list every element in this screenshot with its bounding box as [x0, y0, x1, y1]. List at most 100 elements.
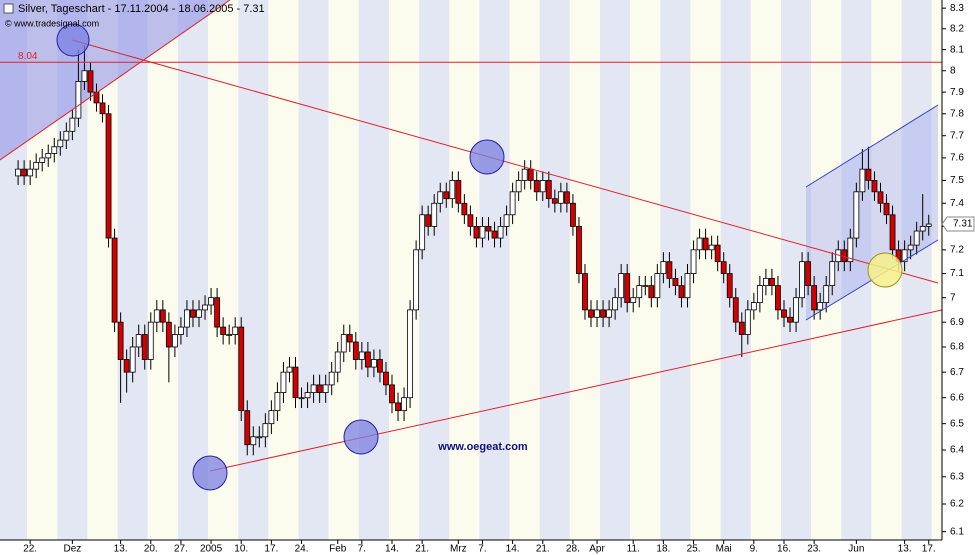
candle-body	[588, 309, 594, 318]
y-tick-label: 6.6	[950, 392, 964, 403]
candle-body	[666, 261, 673, 279]
chart-title: Silver, Tageschart - 17.11.2004 - 18.06.…	[18, 3, 265, 15]
x-tick-label: Jun	[848, 544, 864, 555]
candle-body	[871, 180, 878, 193]
week-stripe	[600, 0, 631, 540]
candle-body	[684, 273, 691, 299]
candle-body	[437, 191, 444, 204]
candle-body	[69, 117, 76, 132]
candle-body	[111, 237, 118, 323]
candle-body	[732, 297, 739, 323]
candle-body	[401, 397, 407, 412]
candle-body	[817, 302, 824, 311]
week-stripe	[177, 0, 209, 540]
candle-body	[226, 334, 233, 336]
candle-body	[853, 191, 860, 239]
annotations: www.oegeat.com Silver, Tageschart - 17.1…	[0, 0, 943, 491]
candle-body	[383, 371, 389, 386]
candle-body	[696, 237, 703, 251]
source: © www.tradesignal.com	[5, 18, 99, 28]
candle-body	[33, 162, 40, 170]
candle-body	[202, 304, 208, 311]
x-tick-label: 16.	[777, 544, 791, 555]
y-tick-label: 8.1	[950, 44, 964, 55]
week-stripe	[117, 0, 148, 540]
x-tick-label: 27.	[174, 544, 188, 555]
candle-body	[256, 436, 263, 439]
candle-body	[859, 168, 866, 193]
candle-body	[877, 191, 884, 204]
candle-body	[648, 285, 655, 299]
last-price-marker	[941, 216, 975, 232]
candle-body	[485, 225, 492, 232]
trend-channel	[806, 105, 938, 320]
week-stripe	[841, 0, 872, 540]
x-tick-label: 10.	[234, 544, 248, 555]
candle-body	[823, 285, 830, 303]
candle-body	[618, 273, 625, 299]
y-tick-label: 6.3	[950, 471, 964, 482]
candle-body	[606, 309, 613, 318]
x-tick-label: 18.	[656, 544, 670, 555]
marker-circle	[867, 252, 903, 288]
level-label: 8.04	[18, 51, 38, 62]
y-tick-label: 7.8	[950, 108, 964, 119]
candle-body	[244, 410, 251, 446]
candle-body	[576, 225, 582, 274]
watermark: www.oegeat.com	[437, 441, 528, 453]
y-tick-label: 8.2	[950, 23, 964, 34]
candle-body	[159, 309, 166, 323]
candle-body	[232, 326, 239, 335]
candle-body	[793, 297, 799, 323]
candle-body	[407, 309, 413, 399]
candle-body	[413, 249, 420, 311]
candle-body	[75, 81, 82, 119]
candle-body	[81, 70, 88, 82]
week-stripe	[298, 0, 329, 540]
week-stripe	[147, 0, 178, 540]
x-tick-label: Apr	[589, 544, 605, 555]
trend-line	[0, 0, 231, 161]
y-tick-label: 7.1	[950, 268, 964, 279]
trend-line	[71, 39, 939, 284]
candle-body	[153, 309, 160, 323]
channel-line	[805, 104, 939, 188]
candle-body	[521, 168, 528, 181]
x-tick-label: 11.	[627, 544, 640, 555]
candle-body	[135, 334, 142, 348]
candle-body	[99, 102, 106, 115]
x-tick-label: Mrz	[450, 544, 467, 555]
candle-body	[105, 113, 112, 239]
candle-body	[27, 168, 34, 177]
candle-body	[515, 180, 522, 193]
candle-body	[775, 285, 781, 311]
candle-body	[582, 273, 588, 311]
candle-body	[750, 302, 757, 311]
candle-body	[805, 261, 812, 287]
candle-body	[678, 285, 685, 299]
candle-body	[322, 384, 329, 393]
candle-body	[21, 168, 28, 177]
candle-body	[129, 346, 136, 373]
week-stripe	[479, 0, 510, 540]
candle-body	[178, 326, 184, 335]
candle-body	[286, 366, 293, 373]
week-stripe	[931, 0, 942, 540]
candle-body	[781, 309, 787, 318]
candle-body	[545, 180, 552, 200]
candle-body	[346, 334, 353, 343]
candle-body	[262, 423, 269, 438]
candle-body	[443, 191, 450, 200]
candle-body	[190, 309, 196, 318]
candle-body	[220, 326, 227, 335]
y-tick-label: 7.9	[950, 87, 964, 98]
y-tick-label: 6.1	[950, 526, 964, 537]
y-tick-label: 7.4	[950, 198, 964, 209]
candle-body	[473, 225, 480, 239]
candle-body	[377, 359, 383, 373]
candle-body	[184, 309, 190, 328]
candle-body	[63, 130, 70, 141]
candle-body	[280, 371, 287, 393]
x-tick-label: 20.	[144, 544, 158, 555]
candle-body	[925, 223, 932, 227]
